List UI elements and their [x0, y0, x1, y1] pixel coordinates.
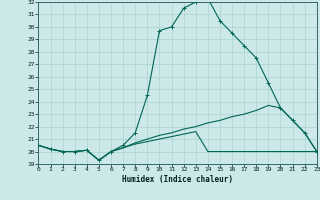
X-axis label: Humidex (Indice chaleur): Humidex (Indice chaleur) [122, 175, 233, 184]
